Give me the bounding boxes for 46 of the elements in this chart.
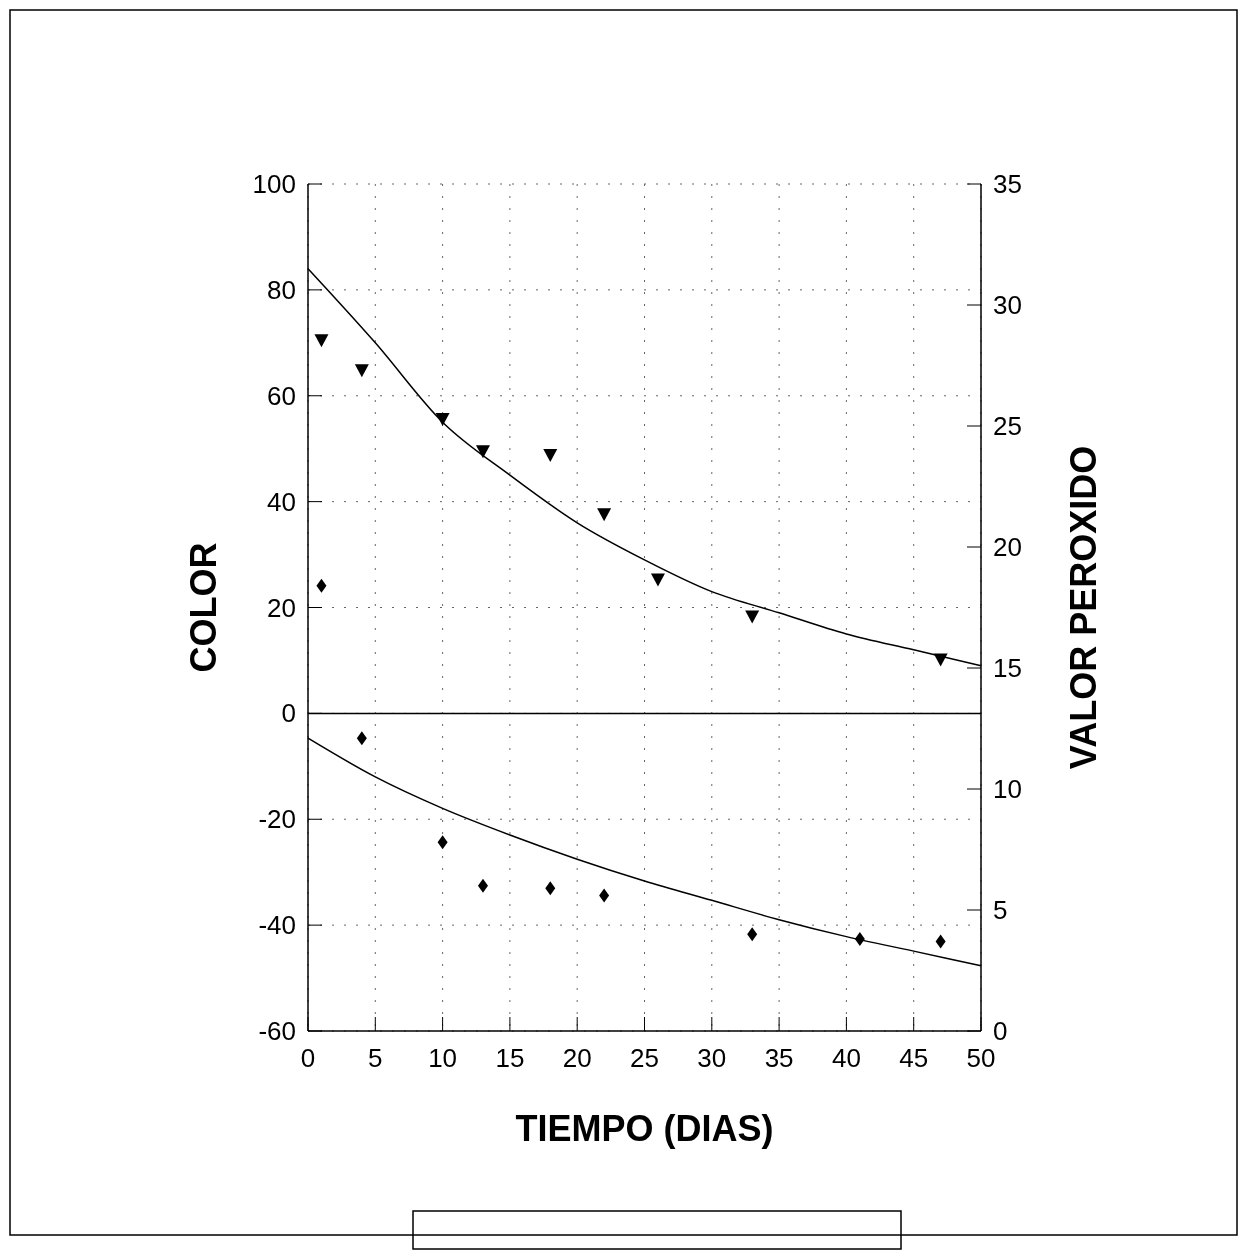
x-tick-label: 25 (630, 1043, 659, 1073)
x-tick-label: 10 (428, 1043, 458, 1073)
x-tick-label: 5 (368, 1043, 383, 1073)
y2-tick-label: 20 (993, 532, 1022, 562)
y-tick-label: 20 (267, 592, 296, 623)
y2-tick-label: 30 (993, 290, 1022, 320)
y2-tick-label: 25 (993, 411, 1022, 441)
x-tick-label: 45 (899, 1043, 929, 1073)
point (650, 573, 665, 587)
y2-tick-label: 15 (993, 653, 1022, 683)
y-tick-label: -40 (258, 910, 296, 941)
y-tick-label: -60 (258, 1016, 296, 1046)
point (477, 878, 488, 893)
y-axis-title: COLOR (183, 542, 224, 673)
x-axis-title: TIEMPO (DIAS) (515, 1108, 774, 1149)
y2-tick-label: 5 (993, 895, 1008, 925)
y-tick-label: 100 (252, 169, 296, 199)
x-tick-label: 20 (562, 1043, 592, 1073)
y2-axis-title: VALOR PEROXIDO (1063, 445, 1104, 770)
point (316, 578, 327, 593)
x-tick-label: 40 (831, 1043, 861, 1073)
y-tick-label: 80 (267, 274, 296, 305)
point (354, 364, 369, 378)
point (545, 881, 556, 896)
x-tick-label: 30 (697, 1043, 727, 1073)
x-tick-label: 35 (764, 1043, 794, 1073)
point (935, 934, 946, 949)
point (314, 334, 329, 348)
point (437, 835, 448, 850)
y-tick-label: 0 (281, 698, 296, 729)
point (747, 927, 758, 942)
point (745, 610, 760, 624)
x-tick-label: 15 (495, 1043, 525, 1073)
y-tick-label: -20 (258, 804, 296, 835)
point (599, 888, 610, 903)
y2-tick-label: 0 (993, 1016, 1008, 1046)
y-tick-label: 60 (267, 380, 296, 411)
y2-tick-label: 35 (993, 169, 1022, 199)
point (597, 508, 612, 522)
point (543, 449, 558, 463)
x-tick-label: 50 (966, 1043, 996, 1073)
x-tick-label: 0 (300, 1043, 316, 1073)
point (475, 445, 490, 459)
y-tick-label: 40 (267, 486, 296, 517)
point (356, 731, 367, 746)
y2-tick-label: 10 (993, 774, 1022, 804)
